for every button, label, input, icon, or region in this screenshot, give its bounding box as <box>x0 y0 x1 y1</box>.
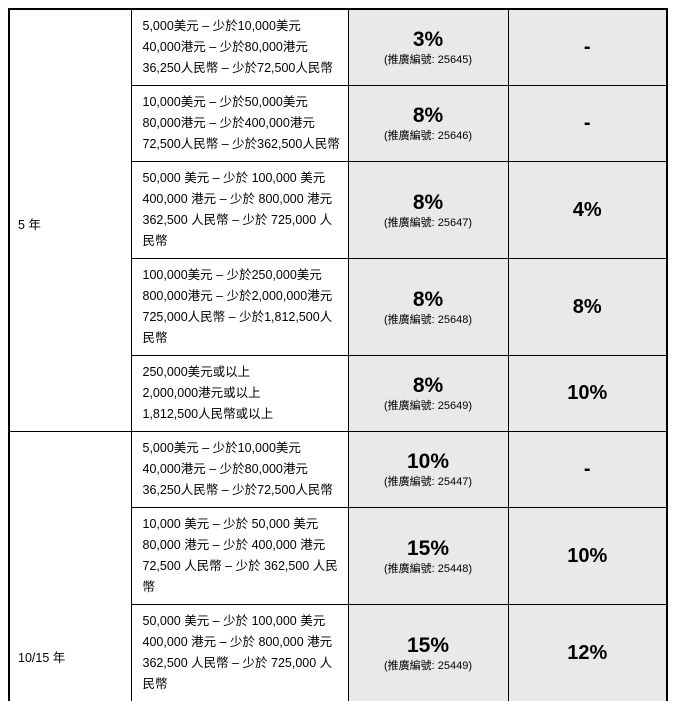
extra-rate-cell: - <box>507 85 668 162</box>
amount-line-rmb: 72,500 人民幣 – 少於 362,500 人民幣 <box>142 559 338 594</box>
amount-range-cell: 250,000美元或以上 2,000,000港元或以上 1,812,500人民幣… <box>130 355 349 432</box>
amount-line-usd: 50,000 美元 – 少於 100,000 美元 <box>142 171 326 185</box>
rate-cell: 3% (推廣編號: 25645) <box>347 8 509 86</box>
amount-line-hkd: 400,000 港元 – 少於 800,000 港元 <box>142 635 333 649</box>
rate-cell: 8% (推廣編號: 25648) <box>347 258 509 356</box>
term-label-10-15yr: 10/15 年 <box>8 431 132 701</box>
rate-value: 8% <box>412 374 444 397</box>
extra-rate-cell: 10% <box>507 355 668 432</box>
amount-line-hkd: 40,000港元 – 少於80,000港元 <box>142 462 308 476</box>
amount-line-usd: 50,000 美元 – 少於 100,000 美元 <box>142 614 326 628</box>
rate-cell: 8% (推廣編號: 25646) <box>347 85 509 162</box>
amount-range-cell: 5,000美元 – 少於10,000美元 40,000港元 – 少於80,000… <box>130 431 349 508</box>
rate-cell: 10% (推廣編號: 25447) <box>347 431 509 508</box>
amount-line-rmb: 1,812,500人民幣或以上 <box>142 407 274 421</box>
rate-value: 8% <box>412 287 444 311</box>
amount-line-rmb: 362,500 人民幣 – 少於 725,000 人民幣 <box>142 213 333 248</box>
rate-value: 15% <box>406 536 450 560</box>
extra-rate-cell: - <box>507 8 668 86</box>
amount-line-usd: 5,000美元 – 少於10,000美元 <box>142 441 301 455</box>
amount-range-cell: 10,000美元 – 少於50,000美元 80,000港元 – 少於400,0… <box>130 85 349 162</box>
table-row: 10/15 年 5,000美元 – 少於10,000美元 40,000港元 – … <box>8 431 668 701</box>
table-row: 5 年 5,000美元 – 少於10,000美元 40,000港元 – 少於80… <box>8 8 668 432</box>
table-row: 50,000 美元 – 少於 100,000 美元 400,000 港元 – 少… <box>9 604 668 701</box>
promo-code: (推廣編號: 25648) <box>383 313 473 326</box>
amount-line-hkd: 2,000,000港元或以上 <box>142 386 261 400</box>
amount-line-hkd: 80,000港元 – 少於400,000港元 <box>142 116 315 130</box>
table-row: 250,000美元或以上 2,000,000港元或以上 1,812,500人民幣… <box>9 355 668 432</box>
amount-line-usd: 10,000美元 – 少於50,000美元 <box>142 95 308 109</box>
amount-line-rmb: 36,250人民幣 – 少於72,500人民幣 <box>142 61 333 75</box>
amount-line-hkd: 40,000港元 – 少於80,000港元 <box>142 40 308 54</box>
rate-cell: 15% (推廣編號: 25448) <box>347 507 509 605</box>
table-row: 100,000美元 – 少於250,000美元 800,000港元 – 少於2,… <box>9 258 668 356</box>
extra-rate-cell: 12% <box>507 604 668 701</box>
amount-range-cell: 50,000 美元 – 少於 100,000 美元 400,000 港元 – 少… <box>130 161 349 259</box>
promo-code: (推廣編號: 25649) <box>383 400 473 412</box>
amount-range-cell: 100,000美元 – 少於250,000美元 800,000港元 – 少於2,… <box>130 258 349 356</box>
extra-rate-cell: 4% <box>507 161 668 259</box>
rate-cell: 8% (推廣編號: 25647) <box>347 161 509 259</box>
amount-range-cell: 5,000美元 – 少於10,000美元 40,000港元 – 少於80,000… <box>130 8 349 86</box>
promo-code: (推廣編號: 25448) <box>383 562 473 575</box>
amount-line-usd: 250,000美元或以上 <box>142 365 251 379</box>
extra-rate-cell: 10% <box>507 507 668 605</box>
amount-line-hkd: 400,000 港元 – 少於 800,000 港元 <box>142 192 333 206</box>
amount-line-usd: 100,000美元 – 少於250,000美元 <box>142 268 322 282</box>
promo-code: (推廣編號: 25646) <box>383 130 473 142</box>
amount-line-hkd: 80,000 港元 – 少於 400,000 港元 <box>142 538 326 552</box>
promo-code: (推廣編號: 25447) <box>383 476 473 488</box>
promo-code: (推廣編號: 25647) <box>383 216 473 229</box>
promo-code: (推廣編號: 25645) <box>383 54 473 66</box>
amount-line-usd: 5,000美元 – 少於10,000美元 <box>142 19 301 33</box>
rate-value: 10% <box>406 450 450 473</box>
rate-tier-table: 5 年 5,000美元 – 少於10,000美元 40,000港元 – 少於80… <box>8 8 668 701</box>
rate-cell: 15% (推廣編號: 25449) <box>347 604 509 701</box>
amount-line-rmb: 362,500 人民幣 – 少於 725,000 人民幣 <box>142 656 333 691</box>
extra-rate-cell: 8% <box>507 258 668 356</box>
rate-value: 15% <box>406 633 450 657</box>
promo-code: (推廣編號: 25449) <box>383 659 473 672</box>
extra-rate-cell: - <box>507 431 668 508</box>
rate-value: 3% <box>412 28 444 51</box>
amount-range-cell: 10,000 美元 – 少於 50,000 美元 80,000 港元 – 少於 … <box>130 507 349 605</box>
rate-value: 8% <box>412 190 444 214</box>
amount-line-usd: 10,000 美元 – 少於 50,000 美元 <box>142 517 319 531</box>
table-row: 50,000 美元 – 少於 100,000 美元 400,000 港元 – 少… <box>9 161 668 259</box>
amount-line-rmb: 36,250人民幣 – 少於72,500人民幣 <box>142 483 333 497</box>
amount-range-cell: 50,000 美元 – 少於 100,000 美元 400,000 港元 – 少… <box>130 604 349 701</box>
amount-line-hkd: 800,000港元 – 少於2,000,000港元 <box>142 289 333 303</box>
term-label-5yr: 5 年 <box>8 8 132 432</box>
rate-cell: 8% (推廣編號: 25649) <box>347 355 509 432</box>
amount-line-rmb: 72,500人民幣 – 少於362,500人民幣 <box>142 137 340 151</box>
amount-line-rmb: 725,000人民幣 – 少於1,812,500人民幣 <box>142 310 333 345</box>
table-row: 10,000 美元 – 少於 50,000 美元 80,000 港元 – 少於 … <box>9 507 668 605</box>
table-row: 10,000美元 – 少於50,000美元 80,000港元 – 少於400,0… <box>9 85 668 162</box>
rate-value: 8% <box>412 104 444 127</box>
